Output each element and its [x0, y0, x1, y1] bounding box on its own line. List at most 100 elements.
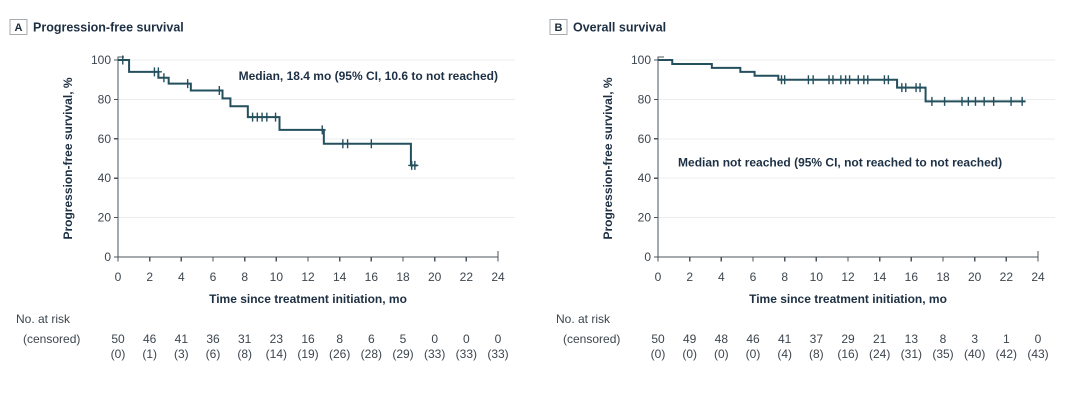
risk-label-line2: (censored) [23, 332, 80, 346]
risk-censored-value: (0) [746, 347, 761, 361]
censor-tick [160, 73, 168, 83]
y-tick-label-80: 80 [638, 92, 652, 106]
risk-censored-value: (16) [837, 347, 858, 361]
censor-tick [964, 96, 972, 106]
x-tick-label-12: 12 [301, 270, 315, 284]
risk-censored-value: (0) [682, 347, 697, 361]
x-tick-label-24: 24 [1031, 270, 1045, 284]
risk-censored-value: (1) [142, 347, 157, 361]
censor-tick [154, 67, 162, 77]
panel-letter: B [555, 22, 563, 34]
censor-tick [263, 112, 271, 122]
axis-frame [117, 56, 499, 258]
censor-tick [1018, 96, 1026, 106]
risk-at-risk-value: 48 [715, 332, 729, 346]
risk-censored-value: (24) [869, 347, 890, 361]
risk-at-risk-value: 21 [873, 332, 887, 346]
risk-censored-value: (3) [174, 347, 189, 361]
censor-tick [864, 75, 872, 85]
risk-at-risk-value: 37 [810, 332, 824, 346]
x-tick-label-20: 20 [428, 270, 442, 284]
censor-tick [1007, 96, 1015, 106]
censor-tick [941, 96, 949, 106]
risk-censored-value: (29) [392, 347, 413, 361]
risk-censored-value: (6) [206, 347, 221, 361]
risk-at-risk-value: 50 [111, 332, 125, 346]
x-tick-label-2: 2 [686, 270, 693, 284]
risk-at-risk-value: 6 [368, 332, 375, 346]
censor-tick [781, 75, 789, 85]
risk-at-risk-value: 3 [971, 332, 978, 346]
risk-at-risk-value: 1 [1003, 332, 1010, 346]
censor-tick [215, 86, 223, 96]
risk-censored-value: (0) [714, 347, 729, 361]
risk-at-risk-value: 41 [175, 332, 189, 346]
risk-at-risk-value: 5 [400, 332, 407, 346]
x-tick-label-14: 14 [873, 270, 887, 284]
censor-tick [809, 75, 817, 85]
risk-censored-value: (33) [487, 347, 508, 361]
risk-censored-value: (35) [932, 347, 953, 361]
risk-at-risk-value: 0 [1035, 332, 1042, 346]
x-tick-label-0: 0 [115, 270, 122, 284]
y-tick-label-60: 60 [638, 132, 652, 146]
censor-tick [829, 75, 837, 85]
x-tick-label-4: 4 [178, 270, 185, 284]
censor-tick [928, 96, 936, 106]
risk-at-risk-value: 29 [841, 332, 855, 346]
risk-at-risk-value: 50 [651, 332, 665, 346]
x-tick-label-16: 16 [905, 270, 919, 284]
y-tick-label-0: 0 [104, 250, 111, 264]
censor-tick [846, 75, 854, 85]
risk-at-risk-value: 23 [270, 332, 284, 346]
x-tick-label-10: 10 [270, 270, 284, 284]
risk-censored-value: (0) [651, 347, 666, 361]
risk-at-risk-value: 31 [238, 332, 252, 346]
censor-tick [411, 160, 419, 170]
risk-censored-value: (8) [809, 347, 824, 361]
x-tick-label-6: 6 [210, 270, 217, 284]
risk-at-risk-value: 41 [778, 332, 792, 346]
x-tick-label-22: 22 [460, 270, 474, 284]
risk-label-line1: No. at risk [16, 312, 71, 326]
risk-censored-value: (40) [964, 347, 985, 361]
x-tick-label-6: 6 [750, 270, 757, 284]
censor-tick [318, 125, 326, 135]
y-axis-title: Progression-free survival, % [61, 77, 75, 239]
y-tick-label-40: 40 [98, 171, 112, 185]
x-tick-label-8: 8 [241, 270, 248, 284]
risk-at-risk-value: 46 [746, 332, 760, 346]
panel-title: Overall survival [573, 21, 666, 35]
risk-at-risk-value: 0 [463, 332, 470, 346]
x-tick-label-24: 24 [491, 270, 505, 284]
panel-letter-box [9, 19, 28, 35]
risk-at-risk-value: 8 [940, 332, 947, 346]
risk-censored-value: (8) [237, 347, 252, 361]
censor-tick [990, 96, 998, 106]
censor-tick [119, 55, 127, 65]
x-tick-label-14: 14 [333, 270, 347, 284]
y-tick-label-20: 20 [638, 211, 652, 225]
risk-at-risk-value: 0 [495, 332, 502, 346]
y-tick-label-0: 0 [644, 250, 651, 264]
median-annotation: Median, 18.4 mo (95% CI, 10.6 to not rea… [239, 69, 498, 83]
censor-tick [184, 79, 192, 89]
panel-letter-box [549, 19, 568, 35]
x-tick-label-16: 16 [365, 270, 379, 284]
panel-title: Progression-free survival [33, 21, 184, 35]
x-tick-label-4: 4 [718, 270, 725, 284]
risk-at-risk-value: 13 [905, 332, 919, 346]
x-tick-label-0: 0 [655, 270, 662, 284]
censor-tick [902, 83, 910, 93]
risk-label-line1: No. at risk [556, 312, 611, 326]
x-tick-label-18: 18 [396, 270, 410, 284]
risk-censored-value: (42) [996, 347, 1017, 361]
x-tick-label-20: 20 [968, 270, 982, 284]
risk-censored-value: (19) [297, 347, 318, 361]
risk-censored-value: (33) [456, 347, 477, 361]
x-axis-title: Time since treatment initiation, mo [209, 292, 407, 306]
panel-letter: A [15, 22, 23, 34]
x-tick-label-10: 10 [810, 270, 824, 284]
y-axis-title: Progression-free survival, % [601, 77, 615, 239]
